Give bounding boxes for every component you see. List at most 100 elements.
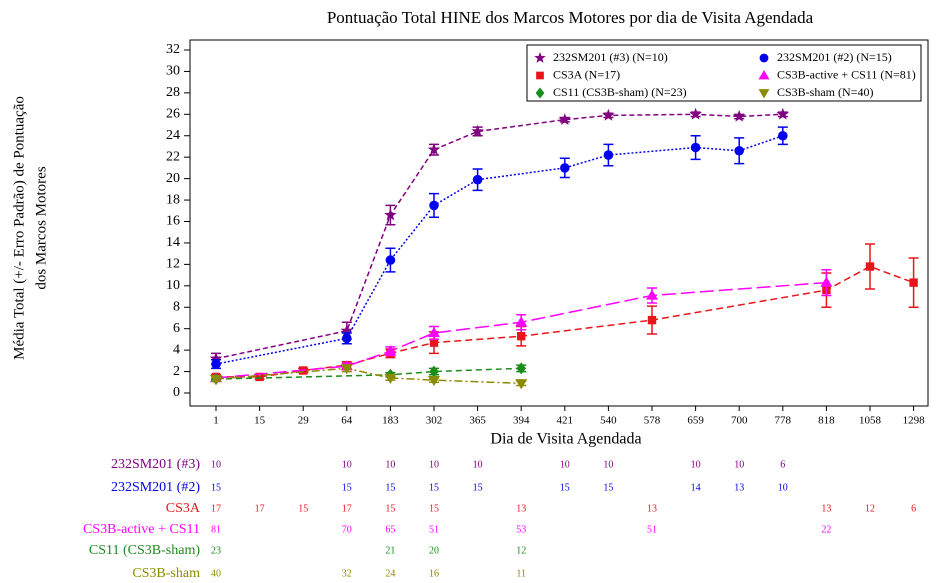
count-cell: 10 bbox=[560, 459, 570, 470]
count-cell: 10 bbox=[734, 459, 744, 470]
count-cell: 13 bbox=[647, 503, 657, 514]
marker bbox=[211, 359, 221, 369]
y-tick-label: 26 bbox=[166, 107, 180, 122]
y-tick-label: 2 bbox=[173, 364, 180, 379]
count-cell: 15 bbox=[385, 482, 395, 493]
x-tick-label: 15 bbox=[254, 415, 266, 427]
marker bbox=[340, 364, 353, 375]
count-cell: 65 bbox=[385, 524, 395, 535]
count-row-label: CS3B-active + CS11 bbox=[83, 522, 200, 537]
y-tick-label: 0 bbox=[173, 385, 180, 400]
y-tick-label: 10 bbox=[166, 278, 180, 293]
legend-label: CS3B-sham (N=40) bbox=[777, 85, 873, 99]
count-cell: 23 bbox=[211, 545, 221, 556]
series-line bbox=[216, 265, 914, 378]
count-cell: 13 bbox=[734, 482, 744, 493]
marker bbox=[535, 87, 545, 99]
count-cell: 10 bbox=[473, 459, 483, 470]
count-row-label: CS3A bbox=[166, 501, 201, 516]
marker bbox=[515, 316, 528, 327]
x-tick-label: 421 bbox=[557, 415, 574, 427]
y-tick-label: 22 bbox=[166, 149, 180, 164]
x-tick-label: 183 bbox=[382, 415, 399, 427]
count-cell: 10 bbox=[385, 459, 395, 470]
count-row-label: CS11 (CS3B-sham) bbox=[89, 543, 200, 558]
legend-box bbox=[526, 44, 922, 102]
y-tick-label: 30 bbox=[166, 64, 180, 79]
x-tick-label: 29 bbox=[298, 415, 310, 427]
marker bbox=[776, 107, 790, 120]
count-cell: 70 bbox=[342, 524, 352, 535]
count-row-label: 232SM201 (#2) bbox=[111, 480, 200, 495]
marker bbox=[734, 145, 744, 156]
marker bbox=[209, 352, 223, 365]
marker bbox=[602, 108, 615, 121]
count-cell: 16 bbox=[429, 568, 439, 579]
marker bbox=[429, 365, 439, 378]
marker bbox=[534, 51, 546, 63]
count-cell: 32 bbox=[342, 568, 352, 579]
series-line bbox=[215, 113, 783, 360]
marker bbox=[342, 333, 352, 344]
marker bbox=[689, 107, 702, 120]
count-cell: 10 bbox=[429, 459, 439, 470]
series-line bbox=[215, 367, 522, 385]
marker bbox=[428, 375, 440, 387]
x-tick-label: 818 bbox=[818, 415, 835, 427]
marker bbox=[429, 338, 439, 347]
count-cell: 51 bbox=[647, 524, 657, 535]
marker bbox=[647, 315, 657, 325]
y-tick-label: 20 bbox=[166, 171, 180, 186]
marker bbox=[909, 278, 918, 287]
x-tick-label: 700 bbox=[731, 415, 748, 427]
count-cell: 15 bbox=[385, 503, 395, 514]
count-row-label: CS3B-sham bbox=[132, 566, 200, 581]
x-tick-label: 578 bbox=[644, 415, 661, 427]
count-cell: 15 bbox=[211, 482, 221, 493]
count-cell: 17 bbox=[211, 503, 221, 514]
count-cell: 17 bbox=[255, 503, 265, 514]
y-tick-label: 16 bbox=[166, 214, 180, 229]
count-cell: 15 bbox=[298, 503, 308, 514]
y-axis-title: Média Total (+/- Erro Padrão) de Pontuaç… bbox=[11, 96, 27, 360]
marker bbox=[759, 53, 769, 63]
marker bbox=[820, 276, 833, 287]
count-cell: 15 bbox=[429, 482, 439, 493]
marker bbox=[384, 345, 397, 356]
marker bbox=[603, 150, 614, 160]
chart-title: Pontuação Total HINE dos Marcos Motores … bbox=[327, 8, 814, 27]
count-cell: 10 bbox=[211, 459, 221, 470]
count-cell: 17 bbox=[342, 503, 352, 514]
count-row-label: 232SM201 (#3) bbox=[111, 457, 200, 472]
marker bbox=[558, 113, 572, 126]
marker bbox=[429, 200, 439, 211]
x-axis-title: Dia de Visita Agendada bbox=[490, 431, 641, 448]
marker bbox=[428, 326, 440, 338]
count-cell: 51 bbox=[429, 524, 439, 535]
marker bbox=[732, 109, 746, 122]
marker bbox=[865, 262, 875, 271]
x-tick-label: 1298 bbox=[903, 415, 926, 427]
x-tick-label: 302 bbox=[426, 415, 443, 427]
count-cell: 15 bbox=[603, 482, 613, 493]
legend-label: 232SM201 (#2) (N=15) bbox=[777, 50, 892, 64]
marker bbox=[758, 89, 770, 99]
y-tick-label: 24 bbox=[166, 128, 180, 143]
x-tick-label: 1058 bbox=[859, 415, 882, 427]
marker bbox=[340, 324, 354, 337]
x-tick-label: 64 bbox=[341, 415, 353, 427]
count-cell: 10 bbox=[342, 459, 352, 470]
x-tick-label: 778 bbox=[775, 415, 792, 427]
marker bbox=[384, 208, 397, 221]
count-cell: 40 bbox=[211, 568, 221, 579]
count-cell: 10 bbox=[603, 459, 613, 470]
count-cell: 15 bbox=[429, 503, 439, 514]
y-tick-label: 28 bbox=[166, 85, 180, 100]
legend-label: CS3A (N=17) bbox=[553, 67, 620, 81]
marker bbox=[646, 289, 658, 300]
count-cell: 24 bbox=[385, 568, 395, 579]
legend-label: CS11 (CS3B-sham) (N=23) bbox=[553, 85, 687, 99]
marker bbox=[472, 174, 483, 185]
count-cell: 6 bbox=[780, 459, 785, 470]
